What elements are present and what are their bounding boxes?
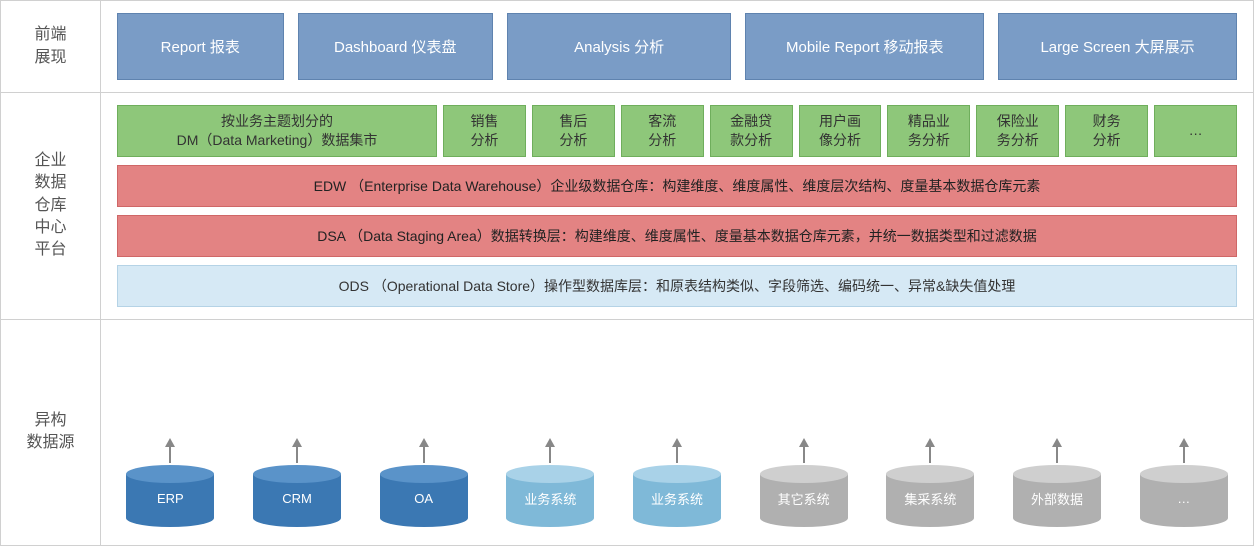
datasource-cylinder: 其它系统	[750, 438, 857, 527]
cylinder-shape: OA	[380, 465, 468, 527]
cylinder-label: 业务系统	[506, 465, 594, 527]
cylinder-label: OA	[380, 465, 468, 527]
dsa-box: DSA （Data Staging Area）数据转换层：构建维度、维度属性、度…	[117, 215, 1237, 257]
cylinder-shape: 外部数据	[1013, 465, 1101, 527]
arrow-line	[1183, 447, 1185, 463]
architecture-diagram: 前端 展现 Report 报表Dashboard 仪表盘Analysis 分析M…	[0, 0, 1254, 546]
up-arrow-icon	[165, 438, 175, 447]
datasource-cylinder: OA	[370, 438, 477, 527]
cylinder-shape: …	[1140, 465, 1228, 527]
dm-item-box: …	[1154, 105, 1237, 157]
dm-item-box: 售后 分析	[532, 105, 615, 157]
cylinder-label: 其它系统	[760, 465, 848, 527]
cylinder-shape: 业务系统	[506, 465, 594, 527]
arrow-line	[803, 447, 805, 463]
cylinder-shape: ERP	[126, 465, 214, 527]
cylinder-shape: 其它系统	[760, 465, 848, 527]
arrow-line	[549, 447, 551, 463]
datasource-cylinder: 业务系统	[497, 438, 604, 527]
arrow-line	[423, 447, 425, 463]
datasource-cylinder: ERP	[117, 438, 224, 527]
cylinder-label: 集采系统	[886, 465, 974, 527]
cylinder-label: …	[1140, 465, 1228, 527]
up-arrow-icon	[1052, 438, 1062, 447]
up-arrow-icon	[545, 438, 555, 447]
arrow-line	[169, 447, 171, 463]
up-arrow-icon	[292, 438, 302, 447]
row-body-sources: ERPCRMOA业务系统业务系统其它系统集采系统外部数据…	[101, 320, 1253, 545]
datasource-cylinder: 业务系统	[624, 438, 731, 527]
front-box: Mobile Report 移动报表	[745, 13, 984, 80]
dm-item-box: 财务 分析	[1065, 105, 1148, 157]
arrow-line	[929, 447, 931, 463]
cylinder-shape: CRM	[253, 465, 341, 527]
dm-item-box: 用户画 像分析	[799, 105, 882, 157]
datasource-cylinder: 外部数据	[1004, 438, 1111, 527]
row-body-platform: 按业务主题划分的 DM（Data Marketing）数据集市销售 分析售后 分…	[101, 93, 1253, 319]
front-box: Large Screen 大屏展示	[998, 13, 1237, 80]
row-sources: 异构 数据源 ERPCRMOA业务系统业务系统其它系统集采系统外部数据…	[0, 320, 1254, 546]
dm-item-box: 精品业 务分析	[887, 105, 970, 157]
datasource-cylinder: 集采系统	[877, 438, 984, 527]
row-frontend: 前端 展现 Report 报表Dashboard 仪表盘Analysis 分析M…	[0, 1, 1254, 93]
dm-item-box: 保险业 务分析	[976, 105, 1059, 157]
cylinder-shape: 业务系统	[633, 465, 721, 527]
up-arrow-icon	[672, 438, 682, 447]
edw-box: EDW （Enterprise Data Warehouse）企业级数据仓库：构…	[117, 165, 1237, 207]
cylinder-shape: 集采系统	[886, 465, 974, 527]
dm-item-box: 金融贷 款分析	[710, 105, 793, 157]
up-arrow-icon	[1179, 438, 1189, 447]
row-label-platform: 企业 数据 仓库 中心 平台	[1, 93, 101, 319]
datasource-cylinder: …	[1130, 438, 1237, 527]
row-label-sources: 异构 数据源	[1, 320, 101, 545]
up-arrow-icon	[925, 438, 935, 447]
up-arrow-icon	[419, 438, 429, 447]
row-label-frontend: 前端 展现	[1, 1, 101, 92]
dm-item-box: 客流 分析	[621, 105, 704, 157]
dm-row: 按业务主题划分的 DM（Data Marketing）数据集市销售 分析售后 分…	[117, 105, 1237, 157]
row-platform: 企业 数据 仓库 中心 平台 按业务主题划分的 DM（Data Marketin…	[0, 93, 1254, 320]
arrow-line	[296, 447, 298, 463]
arrow-line	[1056, 447, 1058, 463]
front-box: Analysis 分析	[507, 13, 731, 80]
cylinder-label: CRM	[253, 465, 341, 527]
dm-item-box: 销售 分析	[443, 105, 526, 157]
row-body-frontend: Report 报表Dashboard 仪表盘Analysis 分析Mobile …	[101, 1, 1253, 92]
datasource-cylinder: CRM	[244, 438, 351, 527]
cylinder-label: 外部数据	[1013, 465, 1101, 527]
up-arrow-icon	[799, 438, 809, 447]
front-box: Report 报表	[117, 13, 284, 80]
cylinder-label: 业务系统	[633, 465, 721, 527]
arrow-line	[676, 447, 678, 463]
dm-main-box: 按业务主题划分的 DM（Data Marketing）数据集市	[117, 105, 437, 157]
ods-box: ODS （Operational Data Store）操作型数据库层：和原表结…	[117, 265, 1237, 307]
cylinder-label: ERP	[126, 465, 214, 527]
front-box: Dashboard 仪表盘	[298, 13, 493, 80]
